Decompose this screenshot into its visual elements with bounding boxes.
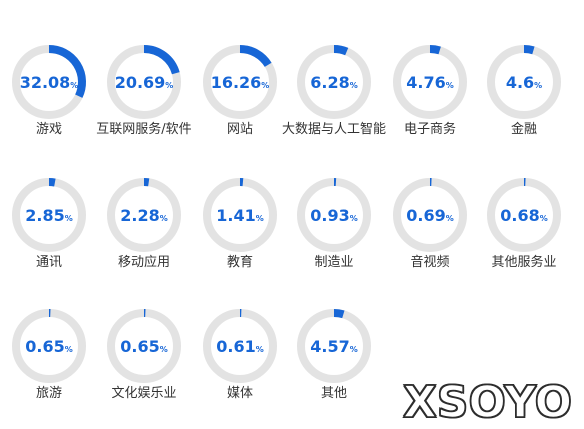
value-number: 4.6: [506, 73, 534, 92]
value-label: 0.93%: [310, 206, 358, 225]
donut-arc: [48, 178, 56, 187]
value-unit: %: [160, 214, 168, 223]
category-label: 媒体: [227, 386, 253, 401]
value-number: 6.28: [310, 73, 349, 92]
watermark-text: XSOYO: [402, 377, 573, 428]
watermark-logo: XSOYO: [402, 377, 573, 428]
category-label: 制造业: [314, 255, 353, 270]
donut-arc: [143, 45, 180, 75]
value-unit: %: [350, 214, 358, 223]
value-number: 20.69: [115, 73, 166, 92]
value-label: 0.68%: [500, 206, 548, 225]
value-label: 0.69%: [406, 206, 454, 225]
value-number: 0.69: [406, 206, 445, 225]
value-unit: %: [70, 81, 78, 90]
value-number: 1.41: [216, 206, 255, 225]
value-label: 0.65%: [120, 337, 168, 356]
value-label: 2.85%: [25, 206, 73, 225]
value-number: 2.85: [25, 206, 64, 225]
value-number: 2.28: [120, 206, 159, 225]
value-number: 0.68: [500, 206, 539, 225]
value-unit: %: [534, 81, 542, 90]
value-number: 0.65: [120, 337, 159, 356]
value-number: 32.08: [20, 73, 71, 92]
value-unit: %: [446, 81, 454, 90]
value-label: 6.28%: [310, 73, 358, 92]
donut-item: 0.65% 旅游: [12, 309, 86, 401]
value-unit: %: [350, 81, 358, 90]
category-label: 互联网服务/软件: [96, 121, 191, 137]
donut-item: 4.6% 金融: [487, 45, 561, 137]
category-label: 教育: [227, 254, 253, 270]
value-label: 0.61%: [216, 337, 264, 356]
value-number: 4.76: [406, 73, 445, 92]
donut-item: 16.26% 网站: [203, 45, 277, 137]
category-label: 文化娱乐业: [111, 386, 176, 401]
donut-item: 0.93% 制造业: [297, 178, 371, 270]
value-label: 0.65%: [25, 337, 73, 356]
donut-item: 6.28% 大数据与人工智能: [282, 45, 386, 137]
category-label: 电子商务: [404, 121, 456, 137]
value-unit: %: [256, 214, 264, 223]
value-unit: %: [160, 345, 168, 354]
donut-item: 4.57% 其他: [297, 308, 371, 401]
donut-item: 0.69% 音视频: [393, 177, 467, 270]
value-number: 0.93: [310, 206, 349, 225]
donut-arc: [239, 45, 272, 68]
donut-arc: [523, 45, 535, 55]
value-label: 2.28%: [120, 206, 168, 225]
value-label: 32.08%: [20, 73, 79, 92]
value-label: 4.57%: [310, 337, 358, 356]
category-label: 移动应用: [118, 254, 170, 270]
donut-arc: [333, 45, 349, 56]
category-label: 音视频: [410, 254, 449, 270]
category-label: 大数据与人工智能: [282, 122, 386, 137]
value-number: 16.26: [211, 73, 262, 92]
category-label: 金融: [511, 121, 537, 137]
value-label: 16.26%: [211, 73, 270, 92]
value-unit: %: [446, 214, 454, 223]
donut-item: 0.65% 文化娱乐业: [107, 309, 181, 401]
category-label: 游戏: [36, 122, 62, 137]
value-unit: %: [65, 345, 73, 354]
value-unit: %: [540, 214, 548, 223]
value-unit: %: [165, 81, 173, 90]
category-label: 旅游: [36, 386, 62, 401]
value-number: 0.61: [216, 337, 255, 356]
donut-item: 32.08% 游戏: [12, 45, 86, 137]
value-label: 4.76%: [406, 73, 454, 92]
value-number: 4.57: [310, 337, 349, 356]
value-unit: %: [65, 214, 73, 223]
value-unit: %: [261, 81, 269, 90]
donut-item: 2.28% 移动应用: [107, 178, 181, 270]
value-unit: %: [350, 345, 358, 354]
value-label: 4.6%: [506, 73, 542, 92]
donut-item: 0.68% 其他服务业: [487, 177, 561, 270]
donut-item: 1.41% 教育: [203, 178, 277, 270]
category-label: 通讯: [36, 255, 62, 270]
donut-arc: [333, 308, 345, 319]
value-label: 1.41%: [216, 206, 264, 225]
value-number: 0.65: [25, 337, 64, 356]
donut-item: 20.69% 互联网服务/软件: [96, 45, 192, 137]
donut-item: 4.76% 电子商务: [393, 44, 467, 137]
donut-item: 0.61% 媒体: [203, 309, 277, 401]
donut-arc: [48, 45, 86, 98]
category-label: 网站: [227, 122, 253, 137]
category-label: 其他: [321, 386, 347, 401]
value-unit: %: [256, 345, 264, 354]
category-label: 其他服务业: [491, 254, 556, 270]
donut-item: 2.85% 通讯: [12, 178, 86, 270]
donut-arc: [429, 44, 441, 55]
value-label: 20.69%: [115, 73, 174, 92]
